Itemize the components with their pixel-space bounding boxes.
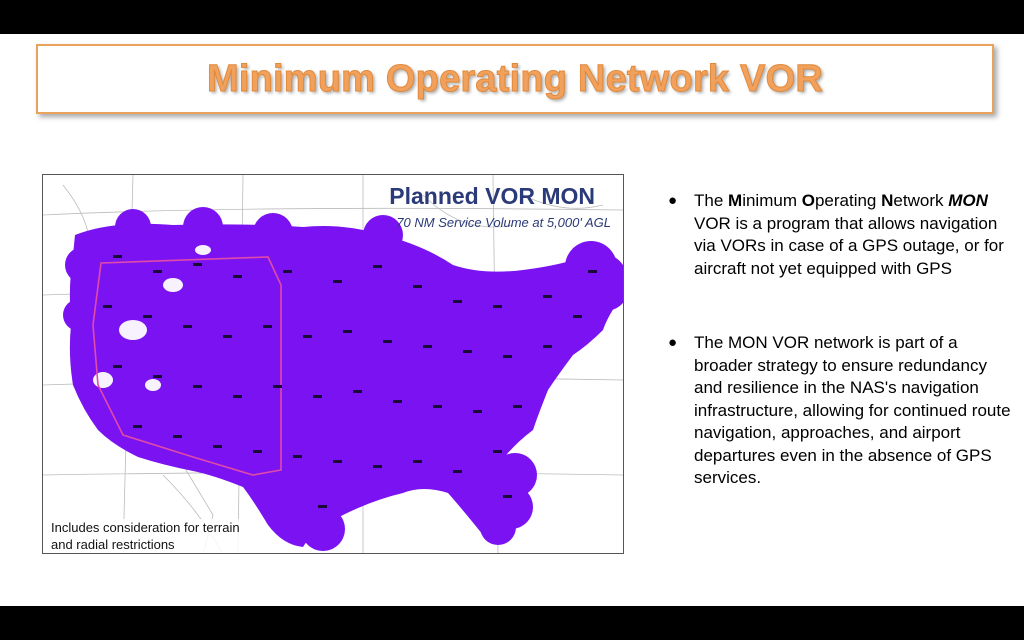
bold-m: M [728,191,743,210]
western-boundary [92,256,282,476]
bullet-item-mon-definition: ● The Minimum Operating Network MON VOR … [662,190,1012,280]
bold-o: O [801,191,815,210]
vor-mon-map: Planned VOR MON 70 NM Service Volume at … [42,174,624,554]
slide: Minimum Operating Network VOR [0,34,1024,606]
bullet1-text: The Minimum Operating Network MON VOR is… [694,191,1004,278]
mon-emphasis: MON [948,191,988,210]
map-note-line1: Includes consideration for terrain [51,520,240,535]
coverage-map-graphic [43,175,623,553]
bullet-item-mon-strategy: ● The MON VOR network is part of a broad… [662,332,1012,490]
bullet-dot-icon: ● [668,334,678,351]
map-note: Includes consideration for terrain and r… [51,519,240,553]
bullet-list: ● The Minimum Operating Network MON VOR … [662,190,1012,490]
map-subtitle: 70 NM Service Volume at 5,000' AGL [396,215,611,230]
word-operating-rest: perating [814,191,882,210]
bullet-dot-icon: ● [668,192,678,209]
map-note-line2: and radial restrictions [51,537,175,552]
title-box: Minimum Operating Network VOR [36,44,994,114]
coverage-area [63,207,623,551]
word-network-rest: etwork [893,191,944,210]
bullet2-text: The MON VOR network is part of a broader… [694,333,1011,487]
slide-title: Minimum Operating Network VOR [207,58,824,101]
word-minimum-rest: inimum [742,191,802,210]
map-title: Planned VOR MON [389,183,595,209]
bold-n: N [881,191,894,210]
bullet1-rest: VOR is a program that allows navigation … [694,213,1004,278]
